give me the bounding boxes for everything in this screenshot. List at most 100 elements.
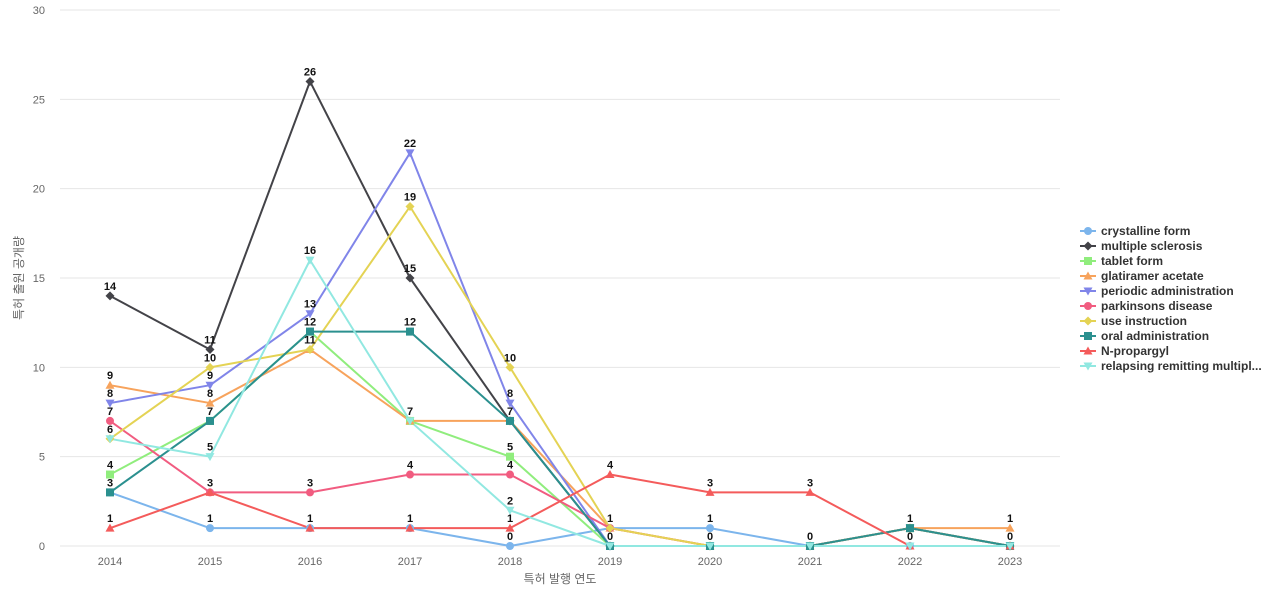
x-tick-label: 2022: [898, 556, 922, 568]
data-point: [405, 417, 415, 426]
y-tick-label: 0: [39, 541, 45, 553]
data-point: [205, 381, 215, 390]
data-point: [506, 470, 514, 479]
data-point: [405, 523, 415, 532]
data-label: 0: [807, 531, 813, 543]
data-point: [706, 524, 714, 533]
series-line: [109, 330, 1011, 547]
legend-item[interactable]: oral administration: [1080, 329, 1209, 343]
legend-label: oral administration: [1101, 329, 1209, 343]
x-axis-title: 특허 발행 연도: [524, 571, 597, 586]
data-point: [705, 542, 715, 551]
data-point: [1005, 542, 1015, 551]
series-lines: [109, 80, 1011, 547]
legend-label: use instruction: [1101, 314, 1187, 328]
legend-marker: [1084, 227, 1092, 235]
data-label: 11: [304, 334, 316, 346]
data-label: 1: [907, 513, 913, 525]
grid-layer: [60, 9, 1060, 547]
data-point: [605, 542, 615, 551]
data-point: [805, 487, 815, 496]
data-point: [505, 523, 515, 532]
data-point: [506, 452, 514, 461]
data-label: 1: [707, 513, 713, 525]
data-point: [505, 399, 515, 408]
data-point: [305, 310, 315, 319]
data-point: [305, 344, 315, 354]
data-point: [105, 380, 115, 389]
data-label: 26: [304, 66, 316, 78]
legend-label: tablet form: [1101, 254, 1163, 268]
data-label: 10: [204, 352, 216, 364]
series-markers: [105, 76, 1015, 551]
data-label: 15: [404, 263, 416, 275]
x-tick-label: 2023: [998, 556, 1022, 568]
data-point: [106, 488, 114, 497]
data-point: [405, 149, 415, 158]
y-tick-label: 5: [39, 452, 45, 464]
data-point: [805, 542, 815, 551]
legend-item[interactable]: N-propargyl: [1080, 344, 1169, 358]
data-label: 5: [507, 442, 513, 454]
x-tick-label: 2015: [198, 556, 222, 568]
data-point: [206, 524, 214, 533]
data-point: [405, 273, 415, 283]
data-point: [705, 487, 715, 496]
data-label: 6: [107, 424, 113, 436]
data-label: 16: [304, 245, 316, 257]
legend-label: periodic administration: [1101, 284, 1234, 298]
data-point: [506, 542, 514, 550]
data-label: 8: [107, 388, 113, 400]
legend-label: multiple sclerosis: [1101, 239, 1203, 253]
series-line: [109, 330, 1011, 547]
x-tick-label: 2017: [398, 556, 422, 568]
series-line: [109, 151, 1011, 547]
legend-marker: [1084, 257, 1092, 265]
legend-item[interactable]: glatiramer acetate: [1080, 269, 1204, 283]
data-label: 0: [907, 531, 913, 543]
data-label: 3: [707, 477, 713, 489]
data-label: 3: [207, 477, 213, 489]
data-label: 0: [607, 531, 613, 543]
y-tick-label: 20: [33, 184, 45, 196]
data-label: 7: [107, 406, 113, 418]
data-point: [406, 327, 414, 336]
data-point: [405, 202, 415, 212]
legend-item[interactable]: use instruction: [1080, 314, 1187, 328]
data-point: [505, 362, 515, 372]
legend-label: glatiramer acetate: [1101, 269, 1204, 283]
x-tick-label: 2018: [498, 556, 522, 568]
data-label: 4: [507, 460, 514, 472]
data-label: 9: [107, 370, 113, 382]
x-tick-label: 2014: [98, 556, 122, 568]
legend-item[interactable]: multiple sclerosis: [1080, 239, 1203, 253]
legend-marker: [1083, 241, 1093, 251]
legend-label: parkinsons disease: [1101, 299, 1213, 313]
data-point: [505, 506, 515, 515]
data-label: 14: [104, 281, 117, 293]
data-point: [206, 416, 214, 425]
data-point: [205, 453, 215, 462]
legend-item[interactable]: relapsing remitting multipl...: [1080, 359, 1262, 373]
x-tick-label: 2021: [798, 556, 822, 568]
data-label: 5: [207, 442, 213, 454]
data-label: 7: [507, 406, 513, 418]
legend-item[interactable]: parkinsons disease: [1080, 299, 1213, 313]
data-label: 11: [204, 334, 216, 346]
data-label: 1: [607, 513, 613, 525]
legend-marker: [1083, 271, 1093, 280]
legend-marker: [1083, 362, 1093, 371]
x-tick-label: 2019: [598, 556, 622, 568]
legend-item[interactable]: periodic administration: [1080, 284, 1234, 298]
legend-marker: [1083, 287, 1093, 296]
legend-item[interactable]: crystalline form: [1080, 224, 1190, 238]
data-label: 3: [107, 477, 113, 489]
data-label: 1: [307, 513, 313, 525]
data-point: [506, 416, 514, 425]
legend-item[interactable]: tablet form: [1080, 254, 1163, 268]
data-point: [205, 344, 215, 354]
legend-label: relapsing remitting multipl...: [1101, 359, 1262, 373]
data-label: 4: [407, 460, 414, 472]
data-point: [605, 523, 615, 533]
data-label: 7: [207, 406, 213, 418]
